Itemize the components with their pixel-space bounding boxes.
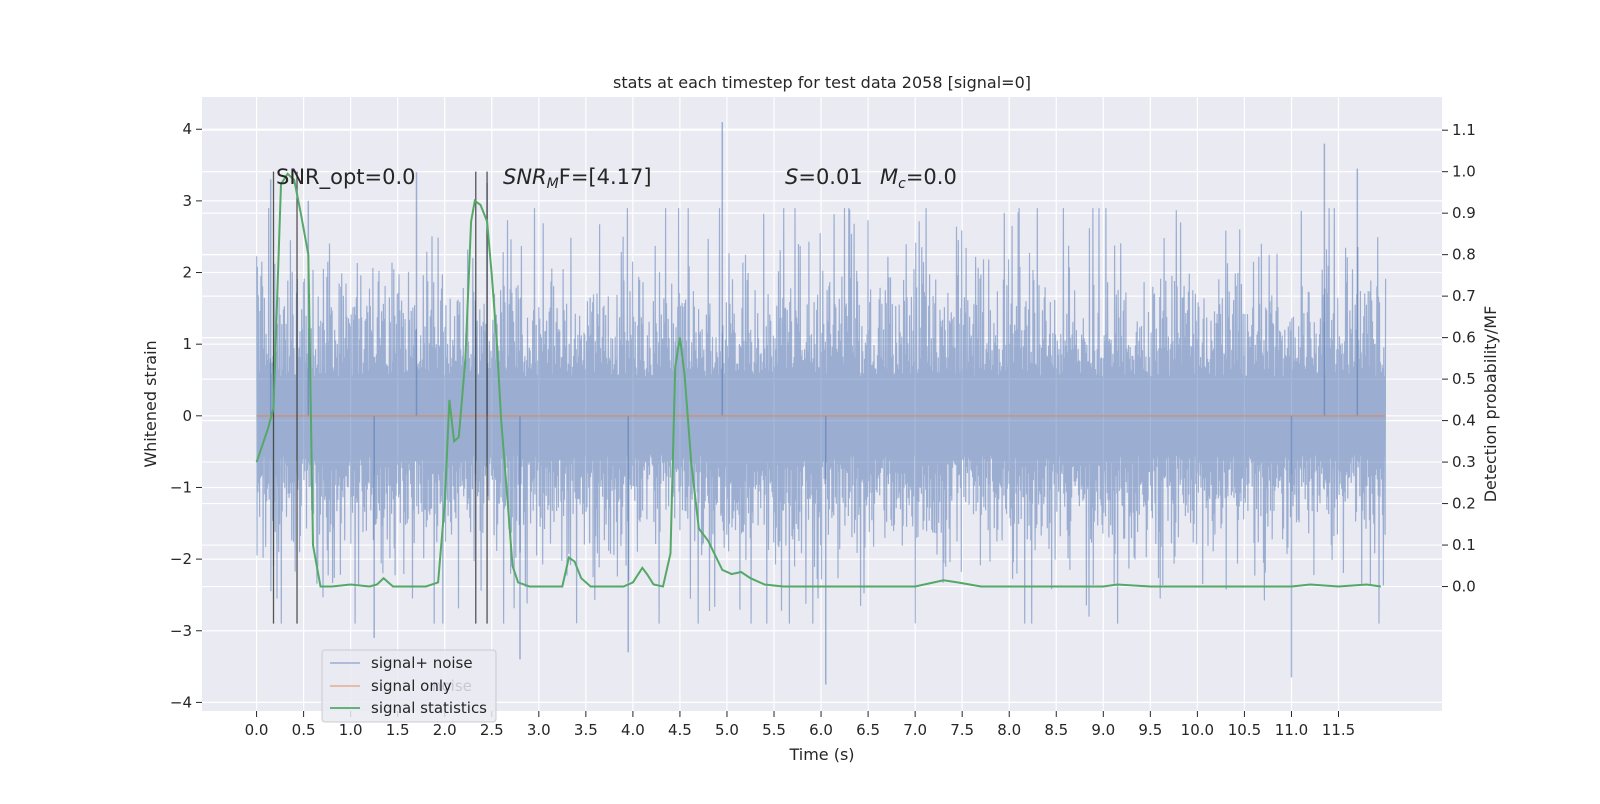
x-tick-label: 6.0 bbox=[809, 721, 833, 739]
y-tick-label-left: −1 bbox=[170, 478, 192, 496]
snr-mf-rest: F=[4.17] bbox=[559, 165, 652, 189]
signal-statistics-series bbox=[255, 172, 1381, 588]
y-axis-label-left: Whitened strain bbox=[141, 340, 160, 467]
y-tick-label-left: 2 bbox=[182, 264, 192, 282]
y-tick-label-right: 0.6 bbox=[1452, 329, 1476, 347]
y-tick-label-right: 0.3 bbox=[1452, 453, 1476, 471]
x-tick-label: 1.5 bbox=[386, 721, 410, 739]
x-tick-label: 10.5 bbox=[1228, 721, 1261, 739]
x-tick-label: 7.0 bbox=[903, 721, 927, 739]
mc-sub: c bbox=[898, 176, 906, 192]
mc-main: M bbox=[880, 165, 898, 189]
x-tick-label: 11.0 bbox=[1275, 721, 1308, 739]
x-tick-label: 10.0 bbox=[1181, 721, 1214, 739]
legend-box bbox=[321, 649, 497, 723]
x-axis-label: Time (s) bbox=[788, 745, 854, 764]
legend-label-noise: signal+ noise bbox=[371, 654, 473, 672]
x-tick-label: 3.5 bbox=[574, 721, 598, 739]
y-tick-label-left: 4 bbox=[182, 120, 192, 138]
x-tick-label: 5.0 bbox=[715, 721, 739, 739]
x-tick-label: 6.5 bbox=[856, 721, 880, 739]
y-tick-label-right: 0.2 bbox=[1452, 495, 1476, 513]
annotation-mc: Mc=0.0 bbox=[880, 165, 957, 192]
s-rest: =0.01 bbox=[798, 165, 862, 189]
y-tick-label-right: 0.5 bbox=[1452, 370, 1476, 388]
y-tick-label-right: 0.8 bbox=[1452, 246, 1476, 264]
s-main: S bbox=[785, 165, 798, 189]
x-tick-label: 8.0 bbox=[997, 721, 1021, 739]
x-tick-label: 2.0 bbox=[433, 721, 457, 739]
x-tick-label: 0.5 bbox=[292, 721, 316, 739]
x-tick-label: 0.0 bbox=[245, 721, 269, 739]
y-tick-label-left: −3 bbox=[170, 622, 192, 640]
y-tick-label-right: 1.1 bbox=[1452, 121, 1476, 139]
y-tick-label-left: 0 bbox=[182, 407, 192, 425]
x-tick-label: 1.0 bbox=[339, 721, 363, 739]
vertical-lines bbox=[272, 171, 488, 624]
x-tick-label: 9.5 bbox=[1138, 721, 1162, 739]
snr-mf-sub: M bbox=[547, 176, 559, 192]
x-tick-label: 9.0 bbox=[1091, 721, 1115, 739]
legend: noise signal+ noise signal only signal s… bbox=[321, 649, 497, 723]
annotation-s: S=0.01 bbox=[785, 165, 863, 189]
legend-label-stats: signal statistics bbox=[371, 699, 487, 717]
y-tick-label-right: 0.9 bbox=[1452, 204, 1476, 222]
x-tick-label: 4.0 bbox=[621, 721, 645, 739]
y-ticks-left: 4 3 2 1 0 −1 −2 −3 −4 bbox=[170, 120, 202, 711]
x-tick-label: 5.5 bbox=[762, 721, 786, 739]
x-tick-label: 3.0 bbox=[527, 721, 551, 739]
x-tick-label: 4.5 bbox=[668, 721, 692, 739]
snr-mf-main: SNR bbox=[503, 165, 547, 189]
y-axis-label-right: Detection probability/MF bbox=[1481, 306, 1500, 503]
annotation-snr-mf: SNRMF=[4.17] bbox=[503, 165, 652, 192]
x-tick-label: 7.5 bbox=[950, 721, 974, 739]
legend-label-signal-only: signal only bbox=[371, 677, 452, 695]
annotation-snr-opt: SNR_opt=0.0 bbox=[276, 165, 416, 190]
y-tick-label-left: 1 bbox=[182, 335, 192, 353]
x-tick-label: 2.5 bbox=[480, 721, 504, 739]
y-tick-label-left: −2 bbox=[170, 550, 192, 568]
legend-ghost-text: noise bbox=[432, 677, 472, 695]
x-tick-label: 8.5 bbox=[1044, 721, 1068, 739]
y-tick-label-right: 0.1 bbox=[1452, 536, 1476, 554]
y-tick-label-right: 0.7 bbox=[1452, 287, 1476, 305]
mc-rest: =0.0 bbox=[906, 165, 957, 189]
y-ticks-right: 1.1 1.0 0.9 0.8 0.7 0.6 0.5 0.4 0.3 0.2 0.1 0.0 bbox=[1442, 121, 1476, 596]
x-ticks: 0.0 0.5 1.0 1.5 2.0 2.5 3.0 3.5 4.0 4.5 5.0 5.5 6.0 6… bbox=[245, 711, 1355, 739]
signal-noise-line bbox=[256, 208, 1387, 624]
y-tick-label-right: 0.0 bbox=[1452, 578, 1476, 596]
chart-title: stats at each timestep for test data 205… bbox=[613, 73, 1031, 92]
y-tick-label-right: 0.4 bbox=[1452, 412, 1476, 430]
y-tick-label-right: 1.0 bbox=[1452, 163, 1476, 181]
y-tick-label-left: 3 bbox=[182, 192, 192, 210]
y-tick-label-left: −4 bbox=[170, 693, 192, 711]
x-tick-label: 11.5 bbox=[1322, 721, 1355, 739]
signal-statistics-line bbox=[255, 172, 1381, 588]
